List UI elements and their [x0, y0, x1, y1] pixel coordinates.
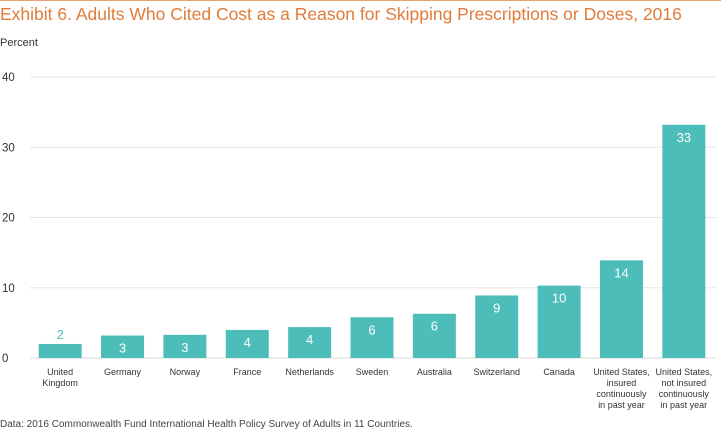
x-tick-label: Norway	[170, 367, 201, 377]
x-tick-label: Switzerland	[473, 367, 520, 377]
bar	[537, 285, 581, 358]
x-tick-label-line: not insured	[662, 378, 707, 388]
y-tick-label: 10	[2, 283, 15, 295]
x-tick-label: Sweden	[356, 367, 389, 377]
bar-value-label: 2	[57, 327, 64, 342]
bar	[350, 317, 394, 358]
x-tick-label-line: United States,	[656, 367, 713, 377]
y-axis-label: Percent	[0, 37, 38, 49]
x-tick-label-line: Netherlands	[285, 367, 334, 377]
x-tick-label-line: Switzerland	[473, 367, 520, 377]
x-tick-label-line: in past year	[598, 400, 645, 410]
y-tick-label: 0	[2, 353, 8, 365]
bar-value-label: 4	[306, 332, 313, 347]
bar	[225, 329, 269, 358]
x-tick-label-line: France	[233, 367, 261, 377]
y-tick-label: 30	[2, 142, 15, 154]
bar	[38, 343, 82, 358]
x-tick-label: Germany	[104, 367, 142, 377]
x-tick-label: Canada	[543, 367, 575, 377]
source-note: Data: 2016 Commonwealth Fund Internation…	[0, 419, 413, 430]
x-tick-label: Netherlands	[285, 367, 334, 377]
bar	[101, 335, 145, 358]
bar	[163, 334, 207, 358]
y-tick-label: 20	[2, 213, 15, 225]
bar-value-label: 10	[552, 291, 566, 306]
x-tick-label: France	[233, 367, 261, 377]
bar-value-label: 6	[431, 319, 438, 334]
title-rule	[0, 0, 721, 1]
bar	[475, 295, 519, 358]
bar-value-label: 9	[493, 300, 500, 315]
x-tick-label-line: Norway	[170, 367, 201, 377]
bar-value-label: 6	[368, 322, 375, 337]
bar-value-label: 33	[677, 130, 691, 145]
x-tick-label-line: Australia	[417, 367, 452, 377]
x-tick-label-line: Germany	[104, 367, 142, 377]
x-tick-label: United States, insured continuously in past…	[593, 367, 650, 410]
x-tick-label-line: United States,	[593, 367, 650, 377]
bar-value-label: 3	[181, 340, 188, 355]
x-tick-label-line: continuously	[596, 389, 647, 399]
x-tick-label-line: continuously	[659, 389, 710, 399]
bar-value-label: 4	[244, 335, 251, 350]
y-tick-label: 40	[2, 72, 15, 84]
x-tick-label: Australia	[417, 367, 452, 377]
bar	[288, 327, 332, 358]
x-tick-label-line: in past year	[661, 400, 708, 410]
x-tick-label-line: insured	[607, 378, 637, 388]
x-tick-label: United States, not insured continuously in …	[656, 367, 713, 410]
x-tick-label-line: United	[47, 367, 73, 377]
x-tick-label: United Kingdom	[42, 367, 78, 388]
bar	[662, 124, 706, 359]
x-tick-label-line: Kingdom	[42, 378, 78, 388]
x-tick-label-line: Sweden	[356, 367, 389, 377]
bar	[599, 260, 643, 358]
bar	[412, 313, 456, 358]
chart-title: Exhibit 6. Adults Who Cited Cost as a Re…	[0, 4, 682, 24]
x-tick-label-line: Canada	[543, 367, 575, 377]
bar-value-label: 14	[614, 265, 628, 280]
bar-value-label: 3	[119, 341, 126, 356]
